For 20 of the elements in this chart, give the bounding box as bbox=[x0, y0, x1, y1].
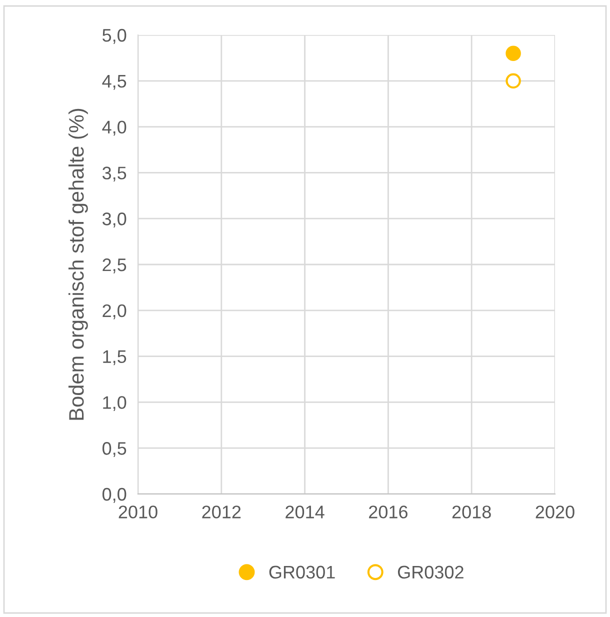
y-tick-label: 1,0 bbox=[103, 396, 126, 412]
legend-label: GR0301 bbox=[269, 566, 335, 579]
y-tick-label: 4,0 bbox=[102, 120, 126, 136]
x-tick-label: 2010 bbox=[118, 506, 158, 518]
y-tick-label: 0,5 bbox=[102, 442, 126, 457]
x-tick-label: 2014 bbox=[286, 506, 324, 518]
y-tick-label: 2,5 bbox=[102, 258, 126, 274]
y-tick-label: 1,5 bbox=[103, 350, 126, 366]
x-tick-label: 2012 bbox=[202, 506, 241, 518]
x-tick-label: 2020 bbox=[536, 506, 574, 518]
y-tick-label: 4,5 bbox=[102, 75, 126, 90]
y-tick-label: 2,0 bbox=[102, 304, 126, 320]
legend-label: GR0302 bbox=[398, 566, 464, 579]
x-tick-label: 2016 bbox=[369, 506, 408, 518]
y-tick-label: 3,0 bbox=[102, 212, 126, 228]
x-tick-label: 2018 bbox=[452, 506, 491, 518]
y-tick-label: 0,0 bbox=[102, 488, 126, 503]
y-tick-label: 5,0 bbox=[102, 28, 126, 44]
y-tick-label: 3,5 bbox=[102, 166, 126, 182]
y-axis-title: Bodem organisch stof gehalte (%) bbox=[68, 108, 88, 420]
